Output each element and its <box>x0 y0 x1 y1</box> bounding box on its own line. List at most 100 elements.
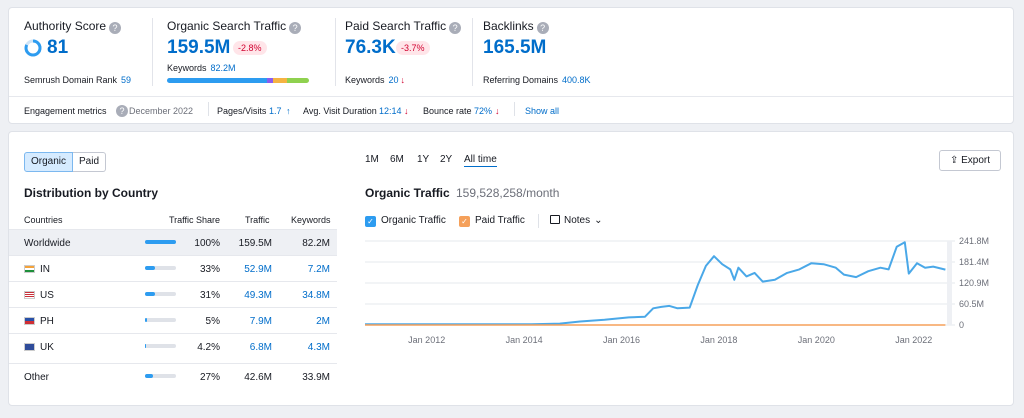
range-1m[interactable]: 1M <box>365 154 379 165</box>
y-tick-label: 0 <box>959 320 964 330</box>
keywords-value[interactable]: 4.3M <box>307 342 330 353</box>
pages-visits-value: 1.7 <box>269 106 282 116</box>
paid-toggle[interactable]: Paid <box>73 152 107 172</box>
authority-score-metric: Authority Score? 81 Semrush Domain Rank 5… <box>9 8 139 96</box>
info-icon[interactable]: ? <box>449 22 462 34</box>
col-countries: Countries <box>24 215 63 225</box>
y-tick-label: 241.8M <box>959 236 989 246</box>
divider <box>335 18 336 86</box>
authority-ring-icon <box>24 39 42 57</box>
engagement-label: Engagement metrics <box>24 106 107 116</box>
x-tick-label: Jan 2018 <box>700 335 737 345</box>
range-all-time[interactable]: All time <box>464 154 497 167</box>
backlinks-value[interactable]: 165.5M <box>483 37 547 58</box>
visit-duration-label: Avg. Visit Duration <box>303 106 377 116</box>
keywords-value: 82.2M <box>302 238 330 249</box>
organic-traffic-chart: 241.8M 181.4M 120.9M 60.5M 0 Jan 2012 Jan 2014… <box>365 236 989 345</box>
authority-score-title: Authority Score? <box>24 19 122 34</box>
arrow-up-icon: ↑ <box>286 106 291 116</box>
organic-traffic-title: Organic Search Traffic? <box>167 19 302 34</box>
traffic-value[interactable]: 49.3M <box>244 290 272 301</box>
visit-duration-value: 12:14 <box>379 106 402 116</box>
traffic-share: 5% <box>205 316 220 327</box>
country-name: Worldwide <box>24 238 71 249</box>
table-row[interactable]: UK 4.2% 6.8M 4.3M <box>9 333 337 359</box>
chevron-down-icon: ⌄ <box>594 215 603 226</box>
flag-icon <box>24 343 35 351</box>
pages-visits-label: Pages/Visits <box>217 106 267 116</box>
traffic-value: 159.5M <box>238 238 272 249</box>
x-tick-label: Jan 2016 <box>603 335 640 345</box>
traffic-value[interactable]: 6.8M <box>249 342 272 353</box>
info-icon[interactable]: ? <box>289 22 302 34</box>
paid-traffic-value[interactable]: 76.3K <box>345 37 396 58</box>
info-icon[interactable]: ? <box>116 105 128 117</box>
organic-toggle[interactable]: Organic <box>24 152 74 172</box>
flag-icon <box>24 317 35 325</box>
x-tick-label: Jan 2014 <box>506 335 543 345</box>
range-1y[interactable]: 1Y <box>417 154 430 165</box>
organic-keywords-link[interactable]: 82.2M <box>210 63 236 73</box>
arrow-down-icon: ↓ <box>400 75 406 85</box>
country-name: IN <box>40 264 50 275</box>
paid-keywords-link[interactable]: 20 <box>388 75 399 85</box>
keywords-value[interactable]: 34.8M <box>302 290 330 301</box>
range-6m[interactable]: 6M <box>390 154 404 165</box>
notes-dropdown[interactable]: Notes ⌄ <box>550 215 603 226</box>
legend-paid[interactable]: ✓ Paid Traffic <box>459 215 525 227</box>
show-all-link[interactable]: Show all <box>525 106 560 116</box>
referring-domains-link[interactable]: 400.8K <box>562 75 591 85</box>
axis-scroll-bar[interactable] <box>947 241 952 325</box>
arrow-down-icon: ↓ <box>495 106 500 116</box>
bounce-rate-value: 72% <box>474 106 493 116</box>
share-bar <box>145 266 176 270</box>
share-bar <box>145 292 176 296</box>
arrow-down-icon: ↓ <box>404 106 409 116</box>
table-row[interactable]: PH 5% 7.9M 2M <box>9 307 337 333</box>
checkbox-checked-icon: ✓ <box>365 216 376 227</box>
info-icon[interactable]: ? <box>536 22 549 34</box>
country-name: PH <box>40 316 54 327</box>
export-button[interactable]: ⇪ Export <box>939 150 1001 171</box>
share-bar-fill <box>145 374 154 378</box>
organic-change-badge: -2.8% <box>233 41 267 55</box>
organic-traffic-value[interactable]: 159.5M <box>167 37 231 58</box>
engagement-date: December 2022 <box>129 106 194 116</box>
share-bar-fill <box>145 292 155 296</box>
traffic-value[interactable]: 7.9M <box>249 316 272 327</box>
export-icon: ⇪ <box>949 155 959 166</box>
divider <box>472 18 473 86</box>
keywords-value[interactable]: 2M <box>316 316 330 327</box>
notes-icon <box>550 215 560 224</box>
traffic-share: 31% <box>199 290 220 301</box>
table-row[interactable]: Other 27% 42.6M 33.9M <box>9 363 337 389</box>
divider <box>514 102 515 116</box>
table-row[interactable]: Worldwide 100% 159.5M 82.2M <box>9 229 337 255</box>
traffic-value[interactable]: 52.9M <box>244 264 272 275</box>
col-traffic[interactable]: Traffic <box>245 215 270 225</box>
country-name: US <box>40 290 54 301</box>
keywords-value[interactable]: 7.2M <box>307 264 330 275</box>
y-tick-label: 60.5M <box>959 299 984 309</box>
table-row[interactable]: IN 33% 52.9M 7.2M <box>9 255 337 281</box>
col-keywords[interactable]: Keywords <box>291 215 331 225</box>
domain-rank-link[interactable]: 59 <box>121 75 132 85</box>
table-row[interactable]: US 31% 49.3M 34.8M <box>9 281 337 307</box>
share-bar-fill <box>145 240 176 244</box>
y-tick-label: 181.4M <box>959 257 989 267</box>
share-bar <box>145 240 176 244</box>
divider <box>208 102 209 116</box>
info-icon[interactable]: ? <box>109 22 122 34</box>
share-bar <box>145 374 176 378</box>
chart-title: Organic Traffic <box>365 186 450 200</box>
traffic-share: 4.2% <box>197 342 220 353</box>
country-name: UK <box>40 342 54 353</box>
paid-traffic-title: Paid Search Traffic? <box>345 19 462 34</box>
legend-organic[interactable]: ✓ Organic Traffic <box>365 215 446 227</box>
range-2y[interactable]: 2Y <box>440 154 453 165</box>
col-traffic-share[interactable]: Traffic Share <box>169 215 221 225</box>
domain-rank: Semrush Domain Rank 59 <box>24 75 132 85</box>
x-tick-label: Jan 2012 <box>408 335 445 345</box>
distribution-card: Organic Paid Distribution by Country Cou… <box>8 131 1014 406</box>
traffic-share: 33% <box>199 264 220 275</box>
